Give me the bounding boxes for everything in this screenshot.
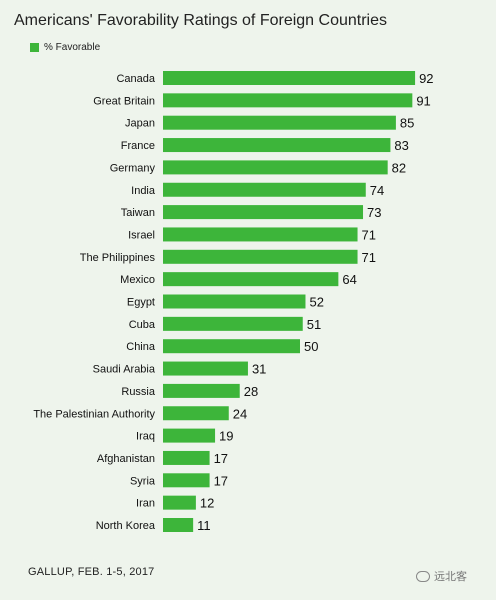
- value-label: 31: [252, 362, 266, 377]
- value-label: 19: [219, 429, 233, 444]
- bar: [163, 272, 339, 287]
- category-label: Afghanistan: [97, 453, 155, 465]
- category-label: India: [131, 185, 156, 197]
- bar: [163, 205, 364, 220]
- value-label: 92: [419, 71, 433, 86]
- category-label: Saudi Arabia: [93, 364, 156, 376]
- category-label: Taiwan: [121, 207, 155, 219]
- bar: [163, 227, 358, 242]
- bar: [163, 160, 388, 175]
- value-label: 28: [244, 384, 258, 399]
- value-label: 52: [309, 295, 323, 310]
- category-label: Iraq: [136, 431, 155, 443]
- category-label: Iran: [136, 498, 155, 510]
- value-label: 74: [370, 183, 384, 198]
- value-label: 83: [394, 138, 408, 153]
- value-label: 71: [362, 227, 376, 242]
- value-label: 17: [214, 473, 228, 488]
- category-label: North Korea: [96, 520, 156, 532]
- value-label: 11: [197, 518, 211, 533]
- source-note: GALLUP, FEB. 1-5, 2017: [28, 566, 155, 578]
- bar: [163, 182, 366, 197]
- category-label: Great Britain: [93, 95, 155, 107]
- category-label: France: [121, 140, 155, 152]
- bar: [163, 93, 413, 108]
- category-label: Germany: [110, 162, 156, 174]
- chat-bubble-icon: [416, 570, 430, 582]
- bar: [163, 294, 306, 309]
- bar: [163, 495, 196, 510]
- bar: [163, 138, 391, 153]
- category-label: Mexico: [120, 274, 155, 286]
- value-label: 85: [400, 116, 414, 131]
- bar: [163, 339, 300, 354]
- value-label: 12: [200, 496, 214, 511]
- category-label: The Palestinian Authority: [33, 408, 155, 420]
- chart-title: Americans' Favorability Ratings of Forei…: [14, 12, 387, 29]
- category-label: Syria: [130, 475, 156, 487]
- legend: % Favorable: [30, 42, 100, 53]
- category-label: The Philippines: [80, 252, 156, 264]
- watermark: 远北客: [416, 568, 467, 584]
- bar: [163, 71, 416, 85]
- watermark-text: 远北客: [434, 571, 467, 583]
- value-label: 82: [392, 160, 406, 175]
- legend-swatch: [30, 43, 39, 52]
- value-label: 71: [362, 250, 376, 265]
- bar-chart: Canada 92 Great Britain 91 Japan 85 France 83 Ge…: [33, 71, 434, 533]
- value-label: 73: [367, 205, 381, 220]
- category-label: Japan: [125, 118, 155, 130]
- bar: [163, 518, 194, 532]
- value-label: 17: [214, 451, 228, 466]
- value-label: 24: [233, 406, 247, 421]
- bar: [163, 428, 216, 443]
- category-label: China: [126, 341, 156, 353]
- bar: [163, 383, 240, 398]
- legend-label: % Favorable: [44, 42, 101, 53]
- bar: [163, 473, 210, 488]
- category-label: Israel: [128, 229, 155, 241]
- value-label: 50: [304, 339, 318, 354]
- bar: [163, 450, 210, 465]
- category-label: Cuba: [129, 319, 156, 331]
- value-label: 64: [342, 272, 356, 287]
- bar: [163, 115, 396, 130]
- bar: [163, 316, 303, 331]
- bar: [163, 249, 358, 264]
- category-label: Egypt: [127, 297, 155, 309]
- bar: [163, 361, 248, 376]
- value-label: 51: [307, 317, 321, 332]
- category-label: Canada: [116, 73, 155, 85]
- category-label: Russia: [121, 386, 156, 398]
- value-label: 91: [416, 93, 430, 108]
- bar: [163, 406, 229, 421]
